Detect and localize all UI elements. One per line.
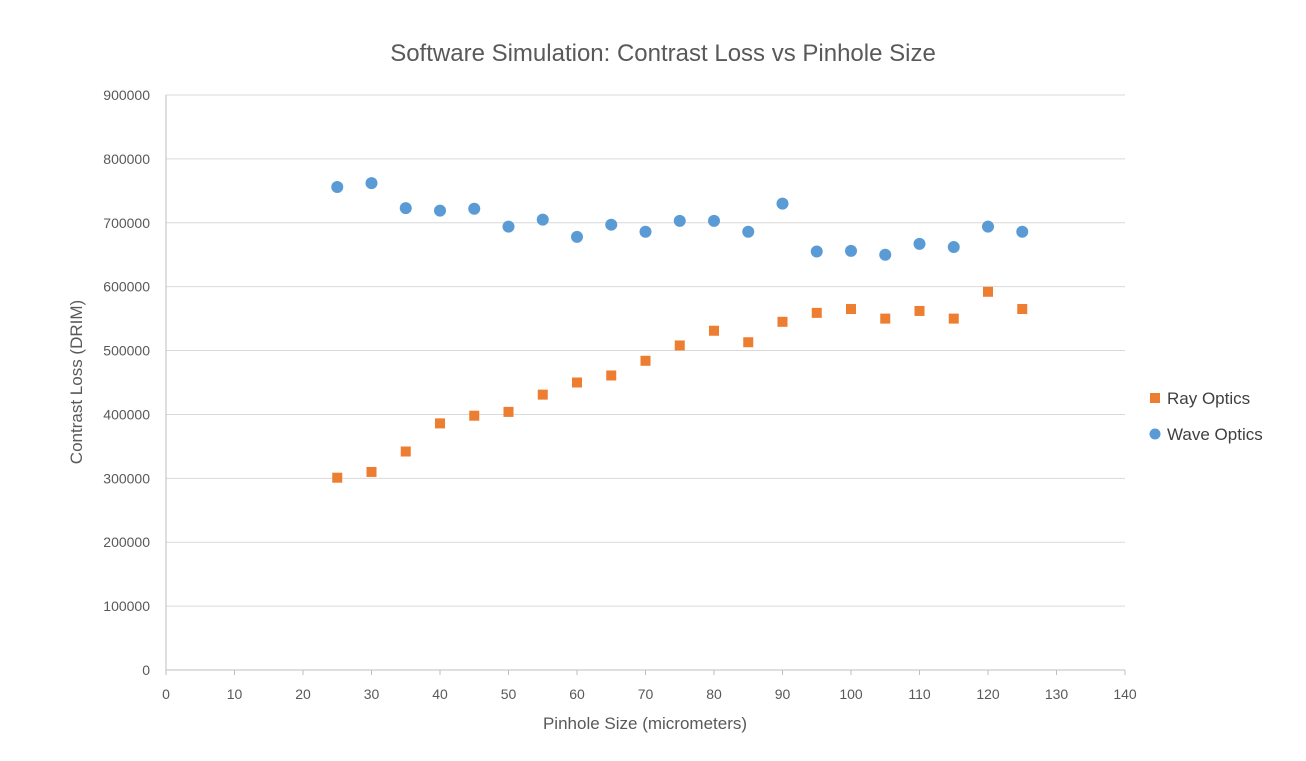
legend-marker-ray-optics (1150, 393, 1160, 403)
x-tick-label: 130 (1045, 686, 1069, 702)
y-tick-label: 800000 (103, 151, 150, 167)
x-tick-label: 120 (976, 686, 1000, 702)
x-axis-title: Pinhole Size (micrometers) (543, 714, 747, 733)
y-tick-label: 200000 (103, 534, 150, 550)
wave-optics-point (502, 220, 515, 233)
x-tick-label: 140 (1113, 686, 1137, 702)
ray-optics-point (332, 472, 343, 483)
wave-optics-point (1016, 225, 1029, 238)
ray-optics-point (469, 410, 480, 421)
wave-optics-point (571, 230, 583, 243)
wave-optics-point (468, 202, 481, 215)
x-tick-label: 100 (839, 686, 863, 702)
y-tick-label: 600000 (103, 279, 150, 295)
y-tick-label: 400000 (103, 406, 150, 422)
wave-optics-point (605, 218, 618, 231)
wave-optics-point (331, 181, 344, 193)
wave-optics-point (399, 202, 412, 215)
x-tick-label: 0 (162, 686, 170, 702)
ray-optics-point (948, 313, 959, 324)
ray-optics-point (743, 337, 754, 348)
ray-optics-point (537, 389, 548, 400)
ray-optics-point (503, 406, 514, 417)
gridlines (165, 94, 1125, 671)
y-axis-ticks: 0 100000 200000 300000 400000 500000 600000 700… (103, 87, 150, 678)
ray-optics-point (709, 325, 719, 336)
x-tick-label: 40 (432, 686, 448, 702)
ray-optics-point (674, 340, 685, 351)
wave-optics-point (434, 204, 446, 217)
x-tick-label: 80 (706, 686, 722, 702)
y-tick-label: 700000 (103, 215, 150, 231)
wave-optics-point (776, 197, 789, 210)
ray-optics-point (777, 316, 788, 327)
ray-optics-point (846, 304, 856, 315)
x-tick-label: 20 (295, 686, 311, 702)
y-tick-label: 300000 (103, 470, 150, 486)
ray-optics-point (640, 355, 651, 366)
wave-optics-point (536, 213, 549, 226)
legend-marker-wave-optics (1149, 428, 1161, 440)
wave-optics-point (982, 220, 994, 233)
ray-optics-point (811, 307, 822, 318)
legend-label-ray-optics: Ray Optics (1167, 389, 1250, 408)
wave-optics-point (742, 225, 755, 238)
ray-optics-point (983, 286, 993, 297)
wave-optics-point (708, 214, 720, 227)
y-tick-label: 0 (142, 662, 150, 678)
ray-optics-point (1017, 304, 1028, 315)
ray-optics-point (366, 466, 377, 477)
x-tick-label: 30 (364, 686, 380, 702)
x-tick-label: 70 (638, 686, 654, 702)
data-points (331, 177, 1029, 483)
x-tick-label: 90 (775, 686, 791, 702)
x-axis-ticks: 0 10 20 30 40 50 60 70 80 90 100 110 120 130 140 (162, 670, 1137, 702)
chart-title: Software Simulation: Contrast Loss vs Pi… (390, 40, 936, 67)
wave-optics-point (639, 225, 652, 238)
y-axis-title: Contrast Loss (DRIM) (67, 300, 86, 464)
x-tick-label: 10 (227, 686, 243, 702)
x-tick-label: 60 (569, 686, 585, 702)
wave-optics-point (947, 241, 960, 254)
ray-optics-point (914, 305, 925, 316)
wave-optics-point (879, 248, 892, 261)
x-tick-label: 50 (501, 686, 517, 702)
y-tick-label: 500000 (103, 343, 150, 359)
ray-optics-point (606, 370, 617, 381)
wave-optics-point (845, 244, 857, 257)
wave-optics-point (365, 177, 378, 190)
ray-optics-point (880, 313, 891, 324)
ray-optics-point (435, 418, 445, 429)
wave-optics-point (913, 237, 926, 250)
ray-optics-point (400, 446, 411, 457)
ray-optics-point (572, 377, 582, 388)
y-tick-label: 100000 (103, 598, 150, 614)
legend-label-wave-optics: Wave Optics (1167, 425, 1263, 444)
wave-optics-point (673, 214, 686, 227)
wave-optics-point (810, 245, 823, 258)
y-tick-label: 900000 (103, 87, 150, 103)
legend: Ray Optics Wave Optics (1149, 389, 1263, 444)
x-tick-label: 110 (908, 686, 931, 702)
